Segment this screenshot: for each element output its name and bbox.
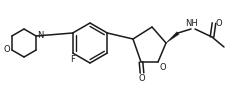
Text: O: O <box>139 74 145 83</box>
Text: NH: NH <box>185 19 197 28</box>
Text: N: N <box>37 32 44 40</box>
Polygon shape <box>166 32 179 43</box>
Text: O: O <box>3 45 10 54</box>
Text: O: O <box>159 63 166 72</box>
Text: F: F <box>70 55 75 64</box>
Text: O: O <box>215 19 222 28</box>
